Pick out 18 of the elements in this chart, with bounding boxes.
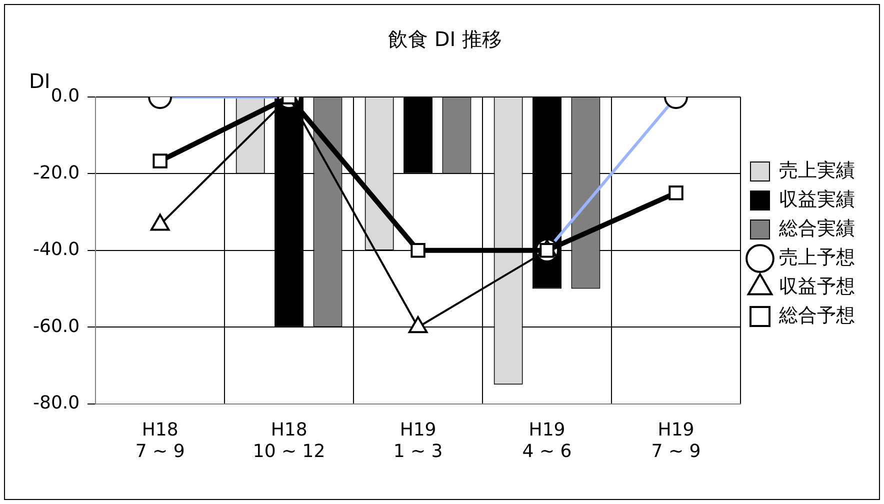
y-tick-label: -60.0 bbox=[32, 316, 80, 337]
legend-label: 売上予想 bbox=[779, 246, 855, 268]
legend-label: 総合予想 bbox=[778, 304, 855, 326]
x-tick-label: H18 10 ~ 12 bbox=[252, 419, 326, 462]
legend-label: 収益実績 bbox=[779, 188, 855, 210]
legend-label: 収益予想 bbox=[779, 275, 855, 298]
legend-label: 売上実績 bbox=[779, 159, 855, 182]
x-tick-label: H19 1 ~ 3 bbox=[393, 419, 443, 462]
y-tick-label: 0.0 bbox=[50, 86, 80, 107]
y-tick-label: -80.0 bbox=[32, 392, 80, 414]
chart-title: 飲食 DI 推移 bbox=[388, 27, 502, 52]
y-axis-title: DI bbox=[29, 69, 50, 94]
y-tick-label: -20.0 bbox=[32, 162, 80, 184]
x-tick-label: H19 7 ~ 9 bbox=[651, 419, 701, 462]
x-tick-label: H19 4 ~ 6 bbox=[522, 419, 572, 462]
x-tick-label: H18 7 ~ 9 bbox=[135, 419, 185, 462]
y-tick-label: -40.0 bbox=[32, 239, 80, 260]
legend-label: 総合実績 bbox=[778, 217, 855, 240]
